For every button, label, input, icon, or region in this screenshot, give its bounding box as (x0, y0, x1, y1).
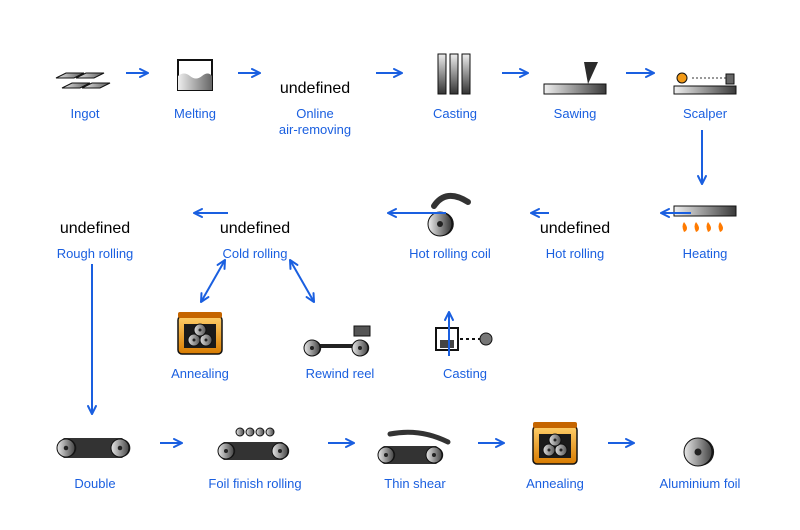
double-icon (40, 420, 150, 468)
annealing2-icon (510, 420, 600, 468)
annealing1-icon (155, 310, 245, 358)
node-aluminium-foil: Aluminium foil (640, 420, 760, 492)
node-label: Double (40, 476, 150, 492)
node-label: Thin shear (360, 476, 470, 492)
online-air-icon: undefined (260, 50, 370, 98)
node-label: Annealing (510, 476, 600, 492)
arrow-cold_rolling-rough_rolling (186, 207, 230, 219)
node-annealing2: Annealing (510, 420, 600, 492)
node-label: Rewind reel (290, 366, 390, 382)
node-foil-finish: Foil finish rolling (190, 420, 320, 492)
node-label: Ingot (40, 106, 130, 122)
arrow-heating-hot_rolling (653, 207, 693, 219)
arrow-casting2-hot_rolling_coil (443, 304, 455, 358)
node-ingot: Ingot (40, 50, 130, 122)
casting2-icon (420, 310, 510, 358)
node-label: Online air-removing (260, 106, 370, 139)
node-label: Aluminium foil (640, 476, 760, 492)
node-label: Casting (420, 366, 510, 382)
node-label: Rough rolling (40, 246, 150, 262)
node-label: Sawing (530, 106, 620, 122)
arrow-foil_finish-thin_shear (326, 437, 362, 449)
casting1-icon (410, 50, 500, 98)
node-casting1: Casting (410, 50, 500, 122)
node-thin-shear: Thin shear (360, 420, 470, 492)
arrow-casting1-sawing (500, 67, 536, 79)
node-hot-rolling: undefined Hot rolling (530, 190, 620, 262)
rewind-reel-icon (290, 310, 390, 358)
foil-finish-icon (190, 420, 320, 468)
node-label: Scalper (660, 106, 750, 122)
node-heating: Heating (660, 190, 750, 262)
process-flowchart: Ingot Melting undefined Online air-removi… (0, 0, 800, 530)
node-label: Hot rolling coil (390, 246, 510, 262)
node-label: Hot rolling (530, 246, 620, 262)
arrow-sawing-scalper (624, 67, 662, 79)
arrow-hot_rolling-hot_rolling_coil (523, 207, 551, 219)
scalper-icon (660, 50, 750, 98)
node-annealing1: Annealing (155, 310, 245, 382)
node-label: Casting (410, 106, 500, 122)
node-label: Melting (150, 106, 240, 122)
ingot-icon (40, 50, 130, 98)
node-label: Foil finish rolling (190, 476, 320, 492)
node-double: Double (40, 420, 150, 492)
rough-rolling-icon: undefined (40, 190, 150, 238)
aluminium-foil-icon (640, 420, 760, 468)
melting-icon (150, 50, 240, 98)
arrow-online_air-casting1 (374, 67, 410, 79)
node-label: Heating (660, 246, 750, 262)
arrow-thin_shear-annealing2 (476, 437, 512, 449)
node-cold-rolling: undefined Cold rolling (195, 190, 315, 262)
arrow-scalper-heating (696, 128, 708, 192)
node-rewind-reel: Rewind reel (290, 310, 390, 382)
node-rough-rolling: undefined Rough rolling (40, 190, 150, 262)
sawing-icon (530, 50, 620, 98)
arrow-rough_rolling-double (86, 262, 98, 422)
node-casting2: Casting (420, 310, 510, 382)
arrow-melting-online_air (236, 67, 268, 79)
arrow-cold_rolling-rewind_reel (283, 253, 321, 309)
arrow-ingot-melting (124, 67, 156, 79)
node-sawing: Sawing (530, 50, 620, 122)
node-melting: Melting (150, 50, 240, 122)
arrow-cold_rolling-annealing1 (194, 253, 232, 309)
node-online-air: undefined Online air-removing (260, 50, 370, 139)
thin-shear-icon (360, 420, 470, 468)
arrow-annealing2-aluminium_foil (606, 437, 642, 449)
node-hot-rolling-coil: Hot rolling coil (390, 190, 510, 262)
node-scalper: Scalper (660, 50, 750, 122)
arrow-double-foil_finish (158, 437, 190, 449)
node-label: Annealing (155, 366, 245, 382)
arrow-hot_rolling_coil-cold_rolling (380, 207, 448, 219)
